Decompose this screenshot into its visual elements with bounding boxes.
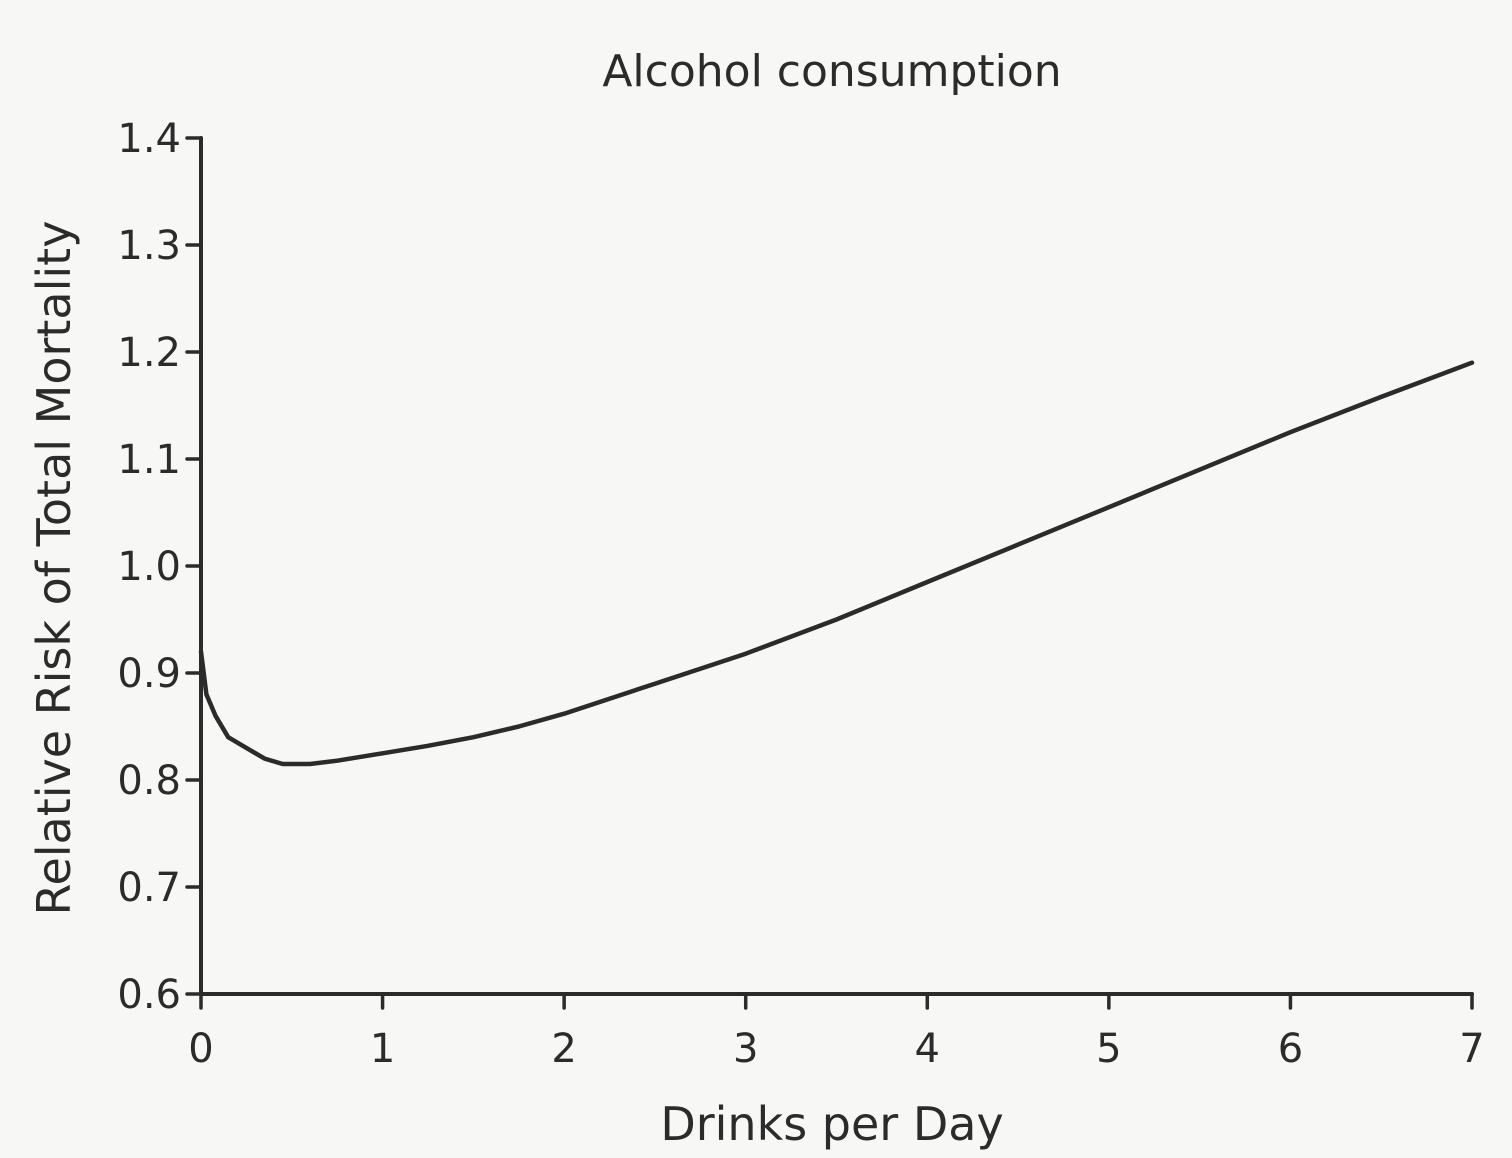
y-tick-label: 0.6 (117, 972, 181, 1018)
x-tick-label: 0 (188, 1026, 213, 1072)
y-tick-label: 1.1 (117, 437, 181, 483)
y-tick-label: 0.9 (117, 651, 181, 697)
x-tick-label: 5 (1096, 1026, 1121, 1072)
x-tick-label: 6 (1278, 1026, 1303, 1072)
x-tick-label: 2 (551, 1026, 576, 1072)
x-tick-label: 1 (370, 1026, 395, 1072)
chart-title: Alcohol consumption (602, 46, 1061, 97)
y-tick-label: 0.7 (117, 865, 181, 911)
ticks: 0 1 2 3 4 5 6 7 0.6 0.7 0.8 0.9 1.0 1.1 1.2 1.3 1.4 (117, 116, 1484, 1072)
series-line (198, 360, 1475, 767)
y-tick-label: 0.8 (117, 758, 181, 804)
x-tick-label: 7 (1459, 1026, 1484, 1072)
axes (199, 136, 1474, 996)
y-tick-label: 1.3 (117, 223, 181, 269)
series (198, 360, 1475, 767)
x-tick-label: 3 (733, 1026, 758, 1072)
y-tick-label: 1.4 (117, 116, 181, 162)
x-axis-title: Drinks per Day (660, 1097, 1003, 1151)
y-tick-label: 1.2 (117, 330, 181, 376)
y-tick-label: 1.0 (117, 544, 181, 590)
x-tick-label: 4 (915, 1026, 940, 1072)
y-axis-title: Relative Risk of Total Mortality (27, 221, 81, 916)
